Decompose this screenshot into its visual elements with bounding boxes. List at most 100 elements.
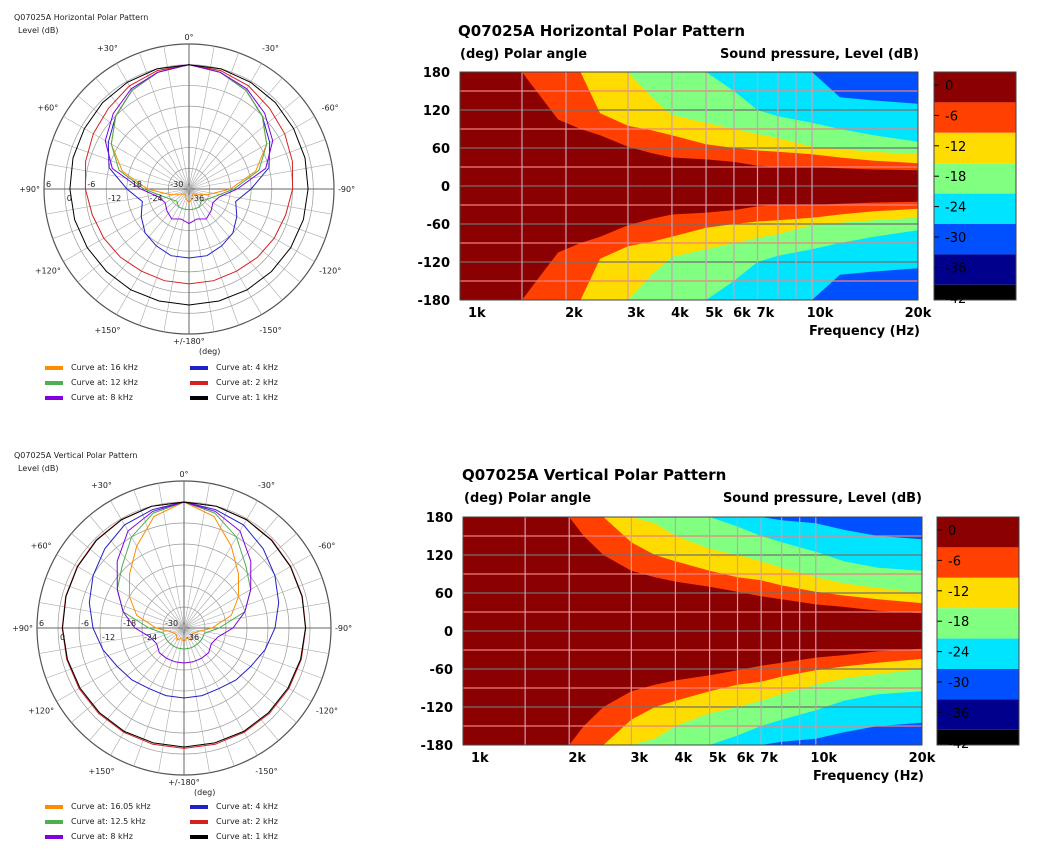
ring-label: -6 xyxy=(87,180,95,189)
y-tick-label: -180 xyxy=(420,739,453,754)
spoke-gridline xyxy=(56,627,185,702)
polar-curve-1khz xyxy=(61,501,307,748)
spoke-gridline xyxy=(188,188,262,315)
angle-label: -60° xyxy=(322,104,339,113)
x-tick-label: 2k xyxy=(565,306,583,321)
spoke-gridline xyxy=(163,188,190,332)
colorbar-swatch xyxy=(934,72,1016,103)
x-tick-label: 1k xyxy=(468,306,486,321)
angle-unit-label: (deg) xyxy=(194,788,215,797)
legend-swatch xyxy=(190,805,208,809)
heatmap-chart-1 xyxy=(459,71,1017,301)
polar-curve-4khz xyxy=(107,64,271,259)
spoke-gridline xyxy=(158,627,185,773)
ring-label: -12 xyxy=(102,633,115,642)
spoke-gridline xyxy=(71,627,185,723)
legend-label: Curve at: 2 kHz xyxy=(216,378,278,387)
angle-label: 0° xyxy=(179,470,188,479)
angle-label: +/-180° xyxy=(173,337,205,346)
spoke-gridline xyxy=(110,627,185,756)
spoke-gridline xyxy=(183,627,210,773)
y-tick-label: -120 xyxy=(420,701,453,716)
polar-title: Q07025A Vertical Polar Pattern xyxy=(14,451,137,460)
y-tick-label: 180 xyxy=(423,66,450,81)
polar-curve-12khz xyxy=(110,64,268,211)
ring-label: -36 xyxy=(186,633,199,642)
colorbar-swatch xyxy=(937,669,1019,700)
spoke-gridline xyxy=(188,188,239,326)
colorbar-swatch xyxy=(937,517,1019,548)
angle-label: -90° xyxy=(335,624,352,633)
angle-label: -90° xyxy=(338,185,355,194)
legend-label: Curve at: 4 kHz xyxy=(216,363,278,372)
spoke-gridline xyxy=(116,188,190,315)
spoke-gridline xyxy=(183,489,235,629)
spoke-gridline xyxy=(133,489,185,629)
colorbar-swatch xyxy=(937,547,1019,578)
spoke-gridline xyxy=(183,627,297,723)
colorbar-label: 0 xyxy=(948,524,956,539)
ring-label: 0 xyxy=(67,194,72,203)
angle-label: +30° xyxy=(91,481,112,490)
spoke-gridline xyxy=(39,602,185,629)
spoke-gridline xyxy=(63,188,190,262)
ring-label: -30 xyxy=(165,619,178,628)
legend-swatch xyxy=(190,366,208,370)
spoke-gridline xyxy=(133,627,185,767)
ring-label: -18 xyxy=(123,619,136,628)
spoke-gridline xyxy=(183,627,235,767)
x-tick-label: 10k xyxy=(810,751,837,766)
legend-label: Curve at: 8 kHz xyxy=(71,832,133,841)
spoke-gridline xyxy=(183,627,279,741)
y-tick-label: -60 xyxy=(427,218,451,233)
spoke-gridline xyxy=(139,188,190,326)
spoke-gridline xyxy=(183,515,279,629)
angle-label: -120° xyxy=(316,707,338,716)
legend-label: Curve at: 16.05 kHz xyxy=(71,802,151,811)
polar-curve-8khz xyxy=(116,501,252,664)
colorbar-frame xyxy=(933,71,1017,301)
y-tick-label: 60 xyxy=(435,587,453,602)
colorbar-swatch xyxy=(934,224,1016,255)
ring-label: 6 xyxy=(46,180,51,189)
x-tick-label: 1k xyxy=(471,751,489,766)
polar-chart-2 xyxy=(36,480,332,839)
angle-label: 0° xyxy=(184,33,193,42)
spoke-gridline xyxy=(188,77,283,190)
angle-label: +150° xyxy=(95,326,121,335)
legend-swatch xyxy=(45,805,63,809)
x-tick-label: 6k xyxy=(737,751,755,766)
y-tick-label: 120 xyxy=(426,549,453,564)
polar-title: Q07025A Horizontal Polar Pattern xyxy=(14,13,148,22)
colorbar-swatch xyxy=(934,193,1016,224)
spoke-gridline xyxy=(46,163,190,190)
legend-swatch xyxy=(190,820,208,824)
colorbar-label: -42 xyxy=(948,737,969,752)
spoke-gridline xyxy=(95,77,190,190)
angle-label: +60° xyxy=(37,104,58,113)
y-axis-label: (deg) Polar angle xyxy=(460,47,587,62)
spoke-gridline xyxy=(188,188,283,301)
r-axis-label: Level (dB) xyxy=(18,464,58,473)
spoke-gridline xyxy=(45,627,185,679)
x-axis-label: Frequency (Hz) xyxy=(809,324,920,339)
polar-curve-2khz xyxy=(84,64,294,285)
r-axis-label: Level (dB) xyxy=(18,26,58,35)
y-tick-label: 0 xyxy=(444,625,453,640)
heatmap-title: Q07025A Vertical Polar Pattern xyxy=(462,466,726,484)
legend-swatch xyxy=(45,835,63,839)
spoke-gridline xyxy=(188,63,262,190)
x-tick-label: 2k xyxy=(568,751,586,766)
spoke-gridline xyxy=(110,500,185,629)
x-tick-label: 4k xyxy=(671,306,689,321)
legend-label: Curve at: 1 kHz xyxy=(216,832,278,841)
spoke-gridline xyxy=(183,602,329,629)
colorbar-label: 0 xyxy=(945,79,953,94)
spoke-gridline xyxy=(77,188,190,283)
colorbar-label: -18 xyxy=(948,615,969,630)
colorbar-swatch xyxy=(934,284,1016,300)
x-tick-label: 6k xyxy=(733,306,751,321)
x-tick-label: 5k xyxy=(709,751,727,766)
spoke-gridline xyxy=(188,163,332,190)
